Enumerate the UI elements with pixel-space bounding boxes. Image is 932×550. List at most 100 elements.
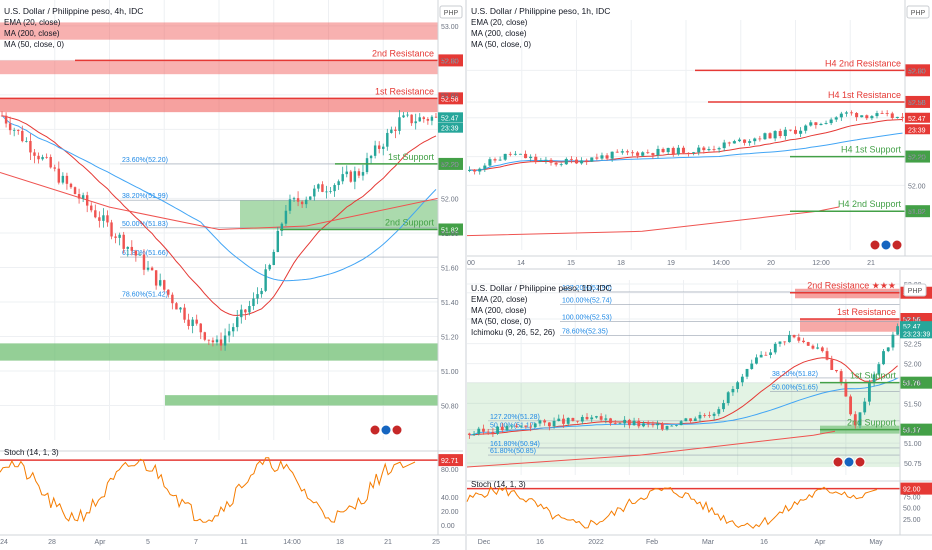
resistance-level-label: 2nd Resistance ★★★ — [807, 281, 896, 291]
fib-level-label: 50.00%(51.65) — [772, 384, 818, 391]
candle-body — [870, 116, 874, 119]
indicator-label: MA (200, close) — [471, 306, 527, 315]
candle-body — [163, 280, 166, 290]
level-price-tag — [438, 92, 463, 105]
level-price-tag — [905, 150, 930, 163]
candle-body — [365, 158, 369, 173]
fib-level-label: 50.00%(51.83) — [122, 221, 168, 228]
indicator-label: EMA (20, close) — [471, 295, 528, 304]
panel-4h-candles — [0, 110, 438, 351]
level-price-tag — [438, 54, 463, 67]
candle-body — [175, 303, 178, 310]
time-tick-label: 15 — [567, 260, 575, 267]
price-tick-label: 52.56 — [904, 317, 922, 324]
price-tick-label: 51.82 — [908, 209, 926, 216]
candle-body — [49, 156, 52, 168]
stoch-line — [0, 457, 416, 523]
price-tick-label: 51.60 — [441, 265, 459, 272]
candle-body — [891, 334, 895, 348]
candle-body — [329, 191, 332, 192]
candle-body — [867, 382, 871, 402]
price-tick-label: 52.00 — [908, 183, 926, 190]
candle-body — [515, 425, 518, 427]
candle-body — [900, 116, 904, 118]
candle-body — [41, 156, 44, 160]
candle-body — [839, 113, 843, 118]
candle-body — [508, 153, 512, 155]
candle-body — [25, 141, 28, 142]
time-tick-label: 24 — [0, 539, 8, 546]
candle-body — [309, 196, 312, 200]
ma-200-line — [0, 172, 439, 231]
candle-body — [731, 388, 735, 393]
price-tick-label: 52.58 — [908, 100, 926, 107]
candle-body — [33, 152, 36, 156]
flag-icon — [854, 456, 866, 468]
support-level-label: 1st Support — [388, 152, 435, 162]
candle-body — [244, 309, 247, 313]
candle-body — [811, 345, 815, 349]
candle-body — [390, 129, 393, 133]
candle-body — [855, 112, 859, 118]
fib-level-label: 161.80%(50.94) — [490, 441, 540, 448]
candle-body — [17, 129, 20, 131]
candle-body — [37, 155, 40, 160]
panel-title: U.S. Dollar / Philippine peso, 1D, IDC — [471, 283, 612, 293]
candle-body — [609, 418, 612, 424]
indicator-label: MA (200, close) — [4, 29, 60, 38]
candle-body — [349, 171, 353, 182]
time-tick-label: Feb — [646, 539, 658, 546]
time-tick-label: 14:00 — [712, 260, 730, 267]
level-price-tag — [438, 157, 463, 170]
candle-body — [703, 415, 707, 416]
candle-body — [569, 158, 573, 160]
panel-4h-key-levels: 2nd Resistance 52.80 1st Resistance 52.58 1s… — [0, 48, 463, 236]
candle-body — [623, 419, 627, 424]
time-tick-label: Apr — [815, 539, 827, 546]
time-tick-label: 2022 — [588, 539, 604, 546]
candle-body — [552, 420, 556, 427]
time-tick-label: 12:00 — [812, 260, 830, 267]
candle-body — [792, 334, 796, 338]
level-price-tag-text: 51.17 — [903, 428, 921, 435]
panel-1h-price-tags: 52.47 23:39 — [905, 112, 930, 135]
candle-body — [681, 147, 685, 153]
candle-body — [524, 425, 528, 427]
candle-body — [896, 326, 900, 335]
candle-body — [885, 113, 889, 114]
panel-divider — [465, 0, 467, 550]
candle-body — [819, 123, 823, 126]
candle-body — [743, 139, 747, 143]
candle-body — [824, 123, 828, 124]
candle-body — [804, 125, 808, 131]
indicator-label: MA (200, close) — [471, 29, 527, 38]
candle-body — [758, 138, 762, 140]
panel-1h-key-levels: H4 2nd Resistance 52.80 H4 1st Resistance 5… — [695, 58, 930, 218]
candle-body — [764, 354, 768, 356]
candle-body — [341, 174, 344, 182]
time-tick-label: 7 — [194, 539, 198, 546]
panel-1h: H4 2nd Resistance 52.80 H4 1st Resistance 5… — [466, 0, 932, 268]
level-price-tag-text: 52.58 — [908, 100, 926, 107]
candle-body — [574, 159, 579, 164]
candle-body — [604, 418, 608, 420]
price-tick-label: 50.75 — [904, 461, 922, 468]
panel-4h-time-axis: 24 28 Apr 5 7 11 14:00 18 21 25 — [0, 534, 465, 546]
candle-body — [712, 413, 716, 416]
candle-body — [544, 159, 548, 161]
candle-body — [496, 426, 500, 434]
candle-body — [29, 141, 32, 153]
candle-body — [69, 183, 73, 188]
level-price-tag — [905, 205, 930, 218]
candle-body — [684, 418, 688, 422]
level-price-tag — [438, 223, 463, 236]
time-tick-label: 16 — [760, 539, 768, 546]
panel-1d-legend: U.S. Dollar / Philippine peso, 1D, IDC E… — [471, 283, 612, 489]
time-tick-label: Apr — [95, 539, 107, 546]
candle-body — [692, 152, 696, 154]
currency-badge: PHP — [906, 5, 930, 19]
candle-body — [519, 425, 523, 427]
candle-body — [498, 159, 502, 161]
candle-body — [150, 267, 154, 271]
fib-level-label: 23.60%(52.20) — [122, 157, 168, 164]
